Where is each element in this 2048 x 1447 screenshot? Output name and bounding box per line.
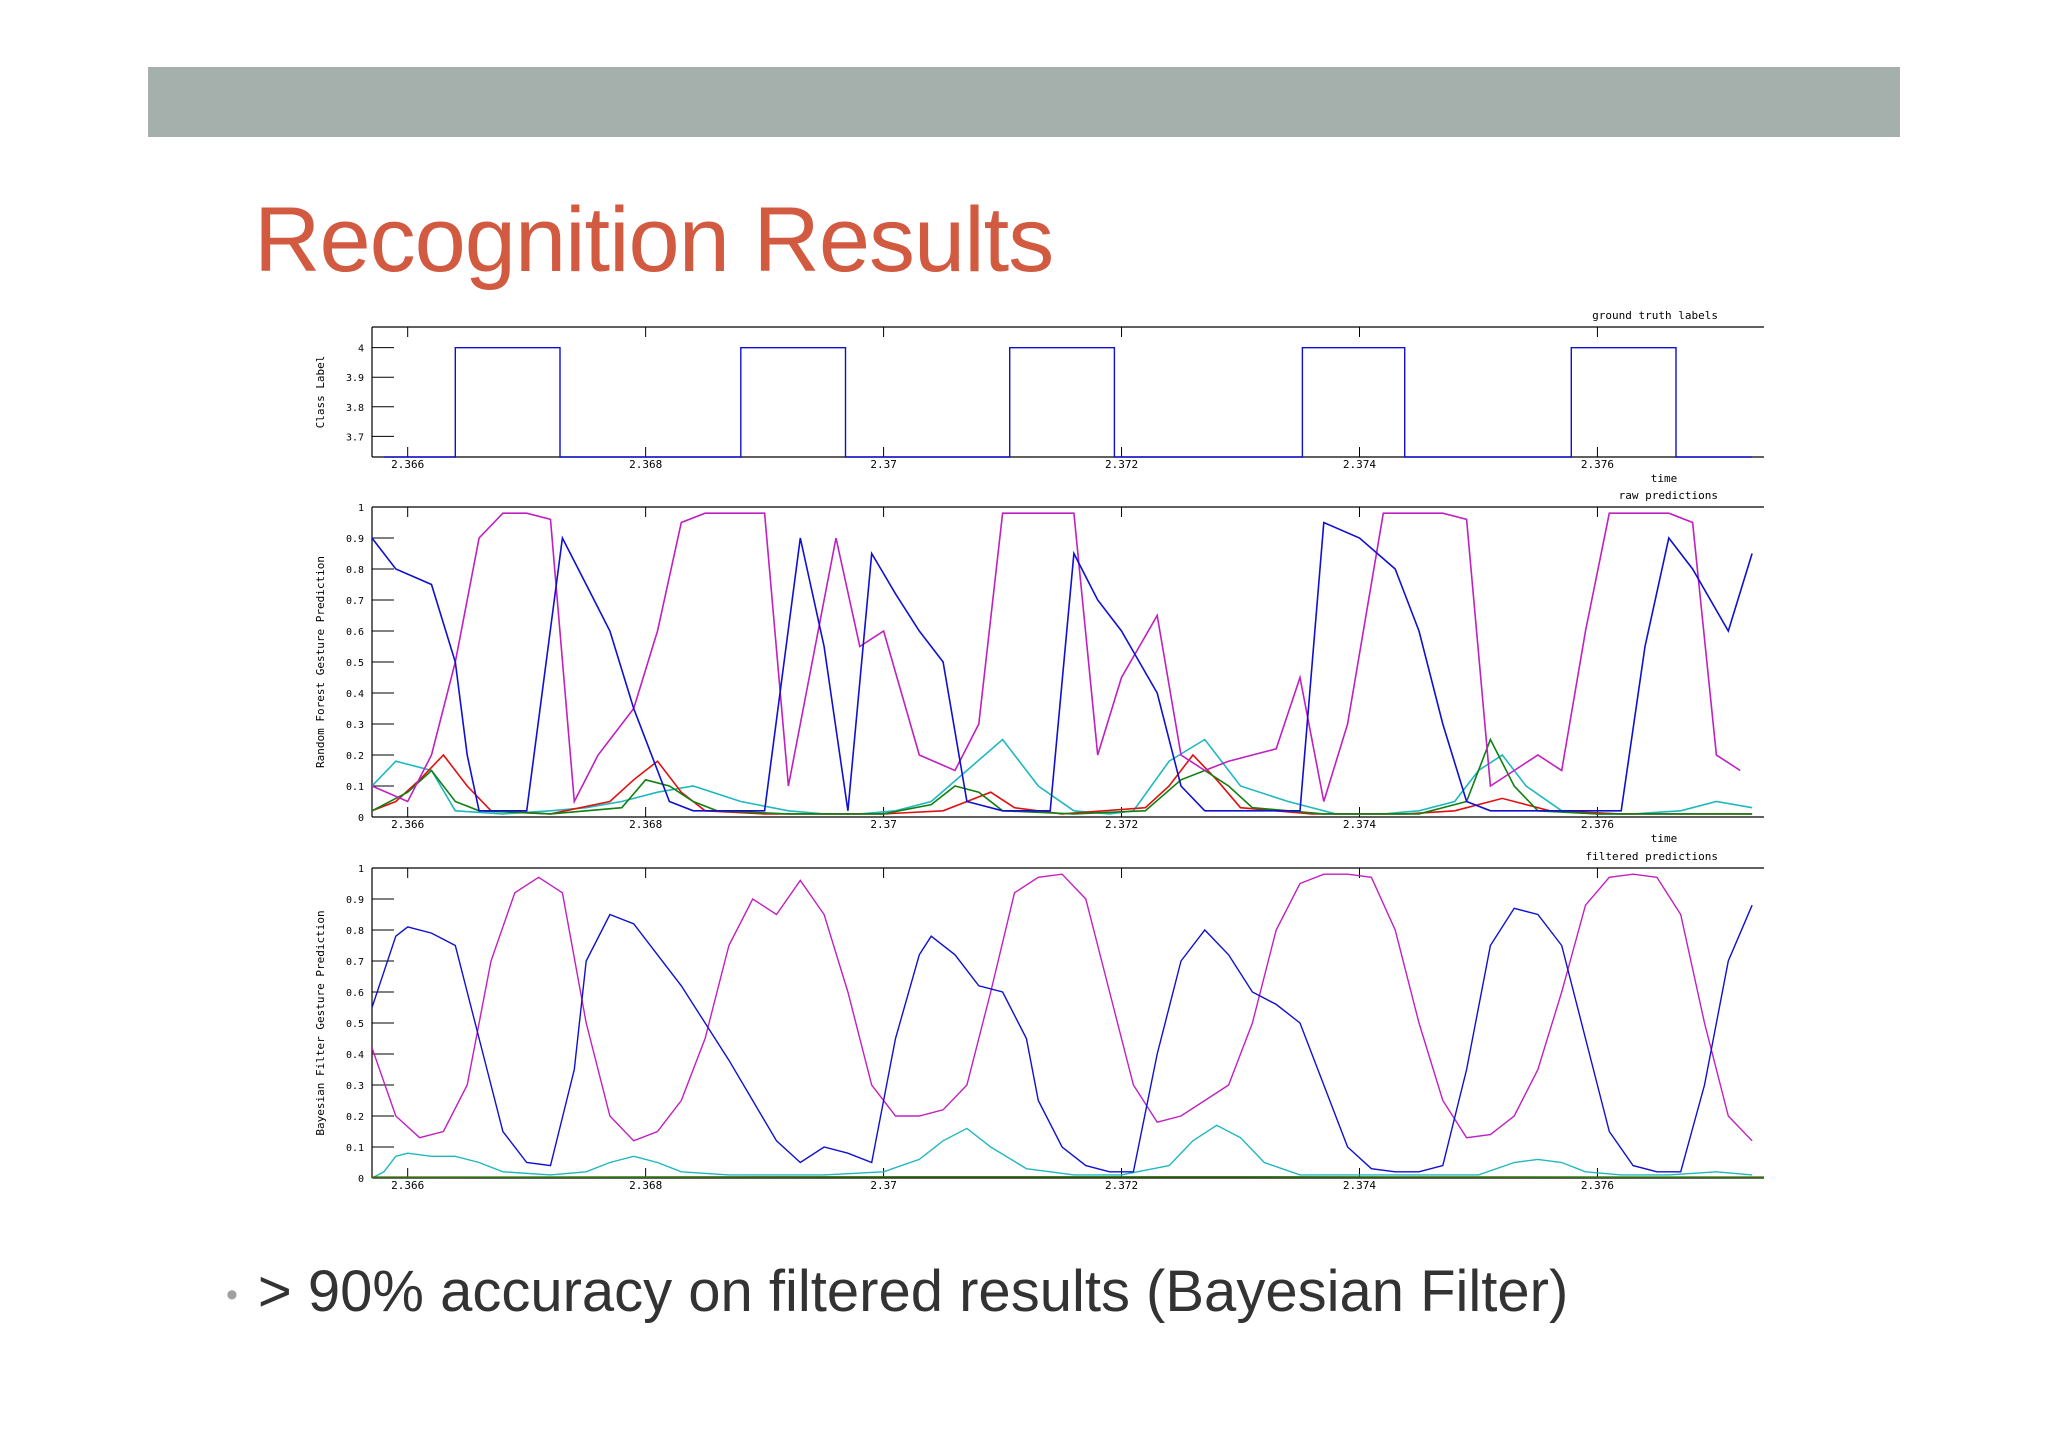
- series-line-blue: [372, 521, 1753, 812]
- y-tick-label: 3.9: [346, 373, 364, 384]
- y-tick-label: 0.4: [346, 1050, 364, 1061]
- x-tick-label: 2.374: [1343, 458, 1376, 471]
- y-axis-label: Class Label: [314, 356, 327, 429]
- y-tick-label: 0: [358, 1174, 364, 1185]
- y-tick-label: 4: [358, 344, 364, 355]
- panel-title: raw predictions: [1619, 489, 1718, 502]
- y-tick-label: 0.8: [346, 565, 364, 576]
- y-tick-label: 0: [358, 813, 364, 824]
- chart-panel-3: 2.366 2.368 2.37 2.372 2.374 2.376 0 0.1 0.2 0.3 0…: [314, 850, 1764, 1192]
- x-tick-label: 2.372: [1105, 458, 1138, 471]
- y-tick-label: 0.2: [346, 751, 364, 762]
- y-tick-label: 0.2: [346, 1112, 364, 1123]
- x-tick-label: 2.368: [629, 818, 662, 831]
- x-tick-label: 2.37: [870, 458, 897, 471]
- x-axis-label: time: [1651, 832, 1678, 845]
- x-tick-label: 2.37: [870, 1179, 897, 1192]
- x-tick-label: 2.376: [1581, 458, 1614, 471]
- series-line-magenta: [372, 873, 1753, 1142]
- y-axis-label: Bayesian Filter Gesture Prediction: [314, 910, 327, 1135]
- y-tick-label: 0.3: [346, 720, 364, 731]
- x-tick-label: 2.368: [629, 1179, 662, 1192]
- bullet-text: > 90% accuracy on filtered results (Baye…: [257, 1259, 1569, 1324]
- y-tick-label: 0.9: [346, 534, 364, 545]
- x-tick-label: 2.374: [1343, 818, 1376, 831]
- chart-panel-2: 2.366 2.368 2.37 2.372 2.374 2.376 0 0.1 0.2 0.3 0…: [314, 489, 1764, 845]
- y-tick-label: 0.6: [346, 627, 364, 638]
- y-tick-label: 1: [358, 864, 364, 875]
- panel-title: ground truth labels: [1592, 309, 1718, 322]
- y-tick-label: 0.1: [346, 1143, 364, 1154]
- chart-panel-1: 2.366 2.368 2.37 2.372 2.374 2.376 3.7 3.8 3.9 4 g…: [314, 309, 1764, 485]
- x-tick-label: 2.366: [391, 1179, 424, 1192]
- x-tick-label: 2.366: [391, 458, 424, 471]
- y-tick-label: 0.5: [346, 1019, 364, 1030]
- x-tick-label: 2.372: [1105, 1179, 1138, 1192]
- x-tick-label: 2.368: [629, 458, 662, 471]
- y-tick-label: 0.7: [346, 957, 364, 968]
- header-band: [148, 67, 1900, 137]
- y-tick-label: 3.7: [346, 432, 364, 443]
- series-line-cyan: [372, 738, 1753, 815]
- figure: 2.366 2.368 2.37 2.372 2.374 2.376 3.7 3.8 3.9 4 g…: [314, 309, 1764, 1192]
- panel-title: filtered predictions: [1586, 850, 1718, 863]
- series-line-blue: [383, 347, 1753, 458]
- series-line-red: [372, 753, 1753, 815]
- y-axis-label: Random Forest Gesture Prediction: [314, 556, 327, 768]
- x-tick-label: 2.366: [391, 818, 424, 831]
- x-tick-label: 2.372: [1105, 818, 1138, 831]
- slide-title: Recognition Results: [254, 189, 1054, 291]
- y-tick-label: 0.3: [346, 1081, 364, 1092]
- series-line-blue: [372, 904, 1753, 1173]
- y-tick-label: 1: [358, 503, 364, 514]
- x-tick-label: 2.376: [1581, 1179, 1614, 1192]
- y-tick-label: 3.8: [346, 403, 364, 414]
- x-axis-label: time: [1651, 472, 1678, 485]
- y-tick-label: 0.7: [346, 596, 364, 607]
- y-tick-label: 0.4: [346, 689, 364, 700]
- bullet-item: • > 90% accuracy on filtered results (Bay…: [226, 1258, 1568, 1325]
- x-tick-label: 2.374: [1343, 1179, 1376, 1192]
- y-tick-label: 0.1: [346, 782, 364, 793]
- x-tick-label: 2.37: [870, 818, 897, 831]
- series-line-magenta: [372, 512, 1741, 805]
- x-tick-label: 2.376: [1581, 818, 1614, 831]
- series-line-cyan: [372, 1124, 1753, 1179]
- y-tick-label: 0.8: [346, 926, 364, 937]
- bullet-dot-icon: •: [226, 1276, 238, 1315]
- y-tick-label: 0.6: [346, 988, 364, 999]
- y-tick-label: 0.9: [346, 895, 364, 906]
- y-tick-label: 0.5: [346, 658, 364, 669]
